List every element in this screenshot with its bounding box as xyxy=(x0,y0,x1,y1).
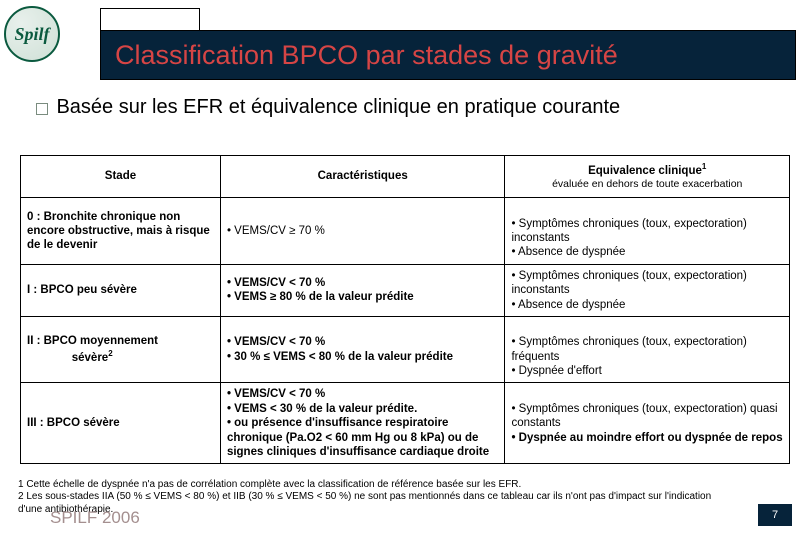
cell-equiv-2: • Symptômes chroniques (toux, expectorat… xyxy=(505,316,790,383)
logo-circle: Spilf xyxy=(4,6,60,62)
table-row: II : BPCO moyennement sévère2 • VEMS/CV … xyxy=(21,316,790,383)
header-equivalence: Equivalence clinique1 évaluée en dehors … xyxy=(505,156,790,198)
header-equiv-sub: évaluée en dehors de toute exacerbation xyxy=(509,178,785,191)
cell-carac-2: • VEMS/CV < 70 % • 30 % ≤ VEMS < 80 % de… xyxy=(220,316,505,383)
table-row: 0 : Bronchite chronique non encore obstr… xyxy=(21,198,790,265)
cell-equiv-0: • Symptômes chroniques (toux, expectorat… xyxy=(505,198,790,265)
logo-text: Spilf xyxy=(14,24,49,45)
spilf-logo: Spilf xyxy=(4,6,72,74)
slide: Spilf Classification BPCO par stades de … xyxy=(0,0,810,540)
header-stade: Stade xyxy=(21,156,221,198)
title-tab-outline xyxy=(100,8,200,32)
cell-carac-3: • VEMS/CV < 70 % • VEMS < 30 % de la val… xyxy=(220,383,505,464)
cell-stade-2: II : BPCO moyennement sévère2 xyxy=(21,316,221,383)
cell-carac-1: • VEMS/CV < 70 % • VEMS ≥ 80 % de la val… xyxy=(220,264,505,316)
cell-stade-1: I : BPCO peu sévère xyxy=(21,264,221,316)
cell-stade-2a: II : BPCO moyennement xyxy=(27,335,158,347)
table-row: III : BPCO sévère • VEMS/CV < 70 % • VEM… xyxy=(21,383,790,464)
cell-equiv-0-text: • Symptômes chroniques (toux, expectorat… xyxy=(511,218,746,259)
cell-equiv-2-text: • Symptômes chroniques (toux, expectorat… xyxy=(511,336,746,377)
footer-brand: SPILF 2006 xyxy=(50,508,140,528)
cell-equiv-1: • Symptômes chroniques (toux, expectorat… xyxy=(505,264,790,316)
subtitle-text: Basée sur les EFR et équivalence cliniqu… xyxy=(56,96,620,119)
subtitle-row: Basée sur les EFR et équivalence cliniqu… xyxy=(36,96,790,119)
header-equiv-sup: 1 xyxy=(702,162,706,171)
classification-table: Stade Caractéristiques Equivalence clini… xyxy=(20,155,790,464)
table-header-row: Stade Caractéristiques Equivalence clini… xyxy=(21,156,790,198)
header-equiv-text: Equivalence clinique xyxy=(588,165,702,177)
table: Stade Caractéristiques Equivalence clini… xyxy=(20,155,790,464)
page-number: 7 xyxy=(758,504,792,526)
cell-equiv-3a: • Symptômes chroniques (toux, expectorat… xyxy=(511,403,777,429)
cell-equiv-3: • Symptômes chroniques (toux, expectorat… xyxy=(505,383,790,464)
bullet-icon xyxy=(36,103,46,113)
cell-stade-2b: sévère xyxy=(72,352,108,364)
cell-stade-2-sup: 2 xyxy=(108,349,112,358)
table-row: I : BPCO peu sévère • VEMS/CV < 70 % • V… xyxy=(21,264,790,316)
cell-carac-0: • VEMS/CV ≥ 70 % xyxy=(220,198,505,265)
title-bar: Classification BPCO par stades de gravit… xyxy=(100,30,796,80)
cell-equiv-3b: • Dyspnée au moindre effort ou dyspnée d… xyxy=(511,432,782,444)
cell-stade-3: III : BPCO sévère xyxy=(21,383,221,464)
cell-stade-0: 0 : Bronchite chronique non encore obstr… xyxy=(21,198,221,265)
slide-title: Classification BPCO par stades de gravit… xyxy=(115,40,618,71)
header-caracteristiques: Caractéristiques xyxy=(220,156,505,198)
footnote-1: 1 Cette échelle de dyspnée n'a pas de co… xyxy=(18,479,730,492)
